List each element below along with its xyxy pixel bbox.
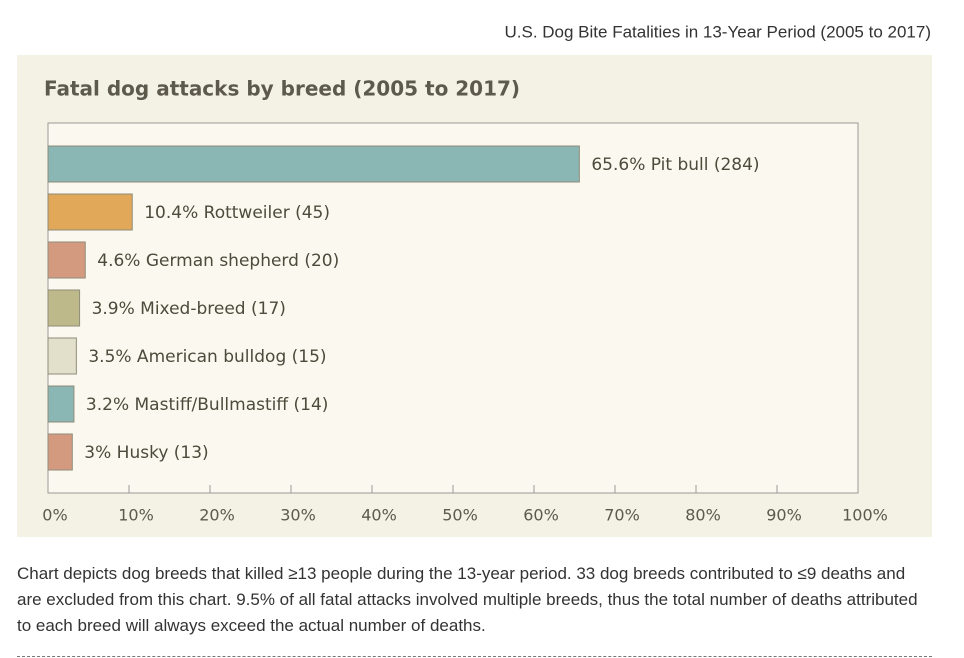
x-tick-label: 70% [604,506,640,525]
data-label: 65.6% Pit bull (284) [591,155,759,175]
data-label: 3% Husky (13) [84,443,208,463]
chart-title: Fatal dog attacks by breed (2005 to 2017… [44,77,520,101]
x-tick-label: 80% [685,506,721,525]
x-tick-label: 90% [766,506,802,525]
divider [17,656,932,657]
bar [47,433,73,471]
data-label: 3.9% Mixed-breed (17) [92,299,286,319]
bar [47,145,580,183]
bar [47,289,81,327]
bar [47,385,75,423]
data-label: 3.5% American bulldog (15) [88,347,326,367]
header: U.S. Dog Bite Fatalities in 13-Year Peri… [504,22,931,41]
bar [47,193,133,231]
x-tick-label: 40% [361,506,397,525]
bar [47,337,77,375]
x-tick-label: 30% [280,506,316,525]
caption: Chart depicts dog breeds that killed ≥13… [17,564,918,635]
x-tick-label: 100% [842,506,888,525]
x-tick-label: 60% [523,506,559,525]
data-label: 10.4% Rottweiler (45) [144,203,330,223]
plot-area [47,122,859,494]
x-tick-label: 20% [199,506,235,525]
bar [47,241,86,279]
x-tick-label: 10% [118,506,154,525]
data-label: 3.2% Mastiff/Bullmastiff (14) [86,395,328,415]
data-label: 4.6% German shepherd (20) [97,251,339,271]
x-tick-label: 50% [442,506,478,525]
x-tick-label: 0% [42,506,67,525]
